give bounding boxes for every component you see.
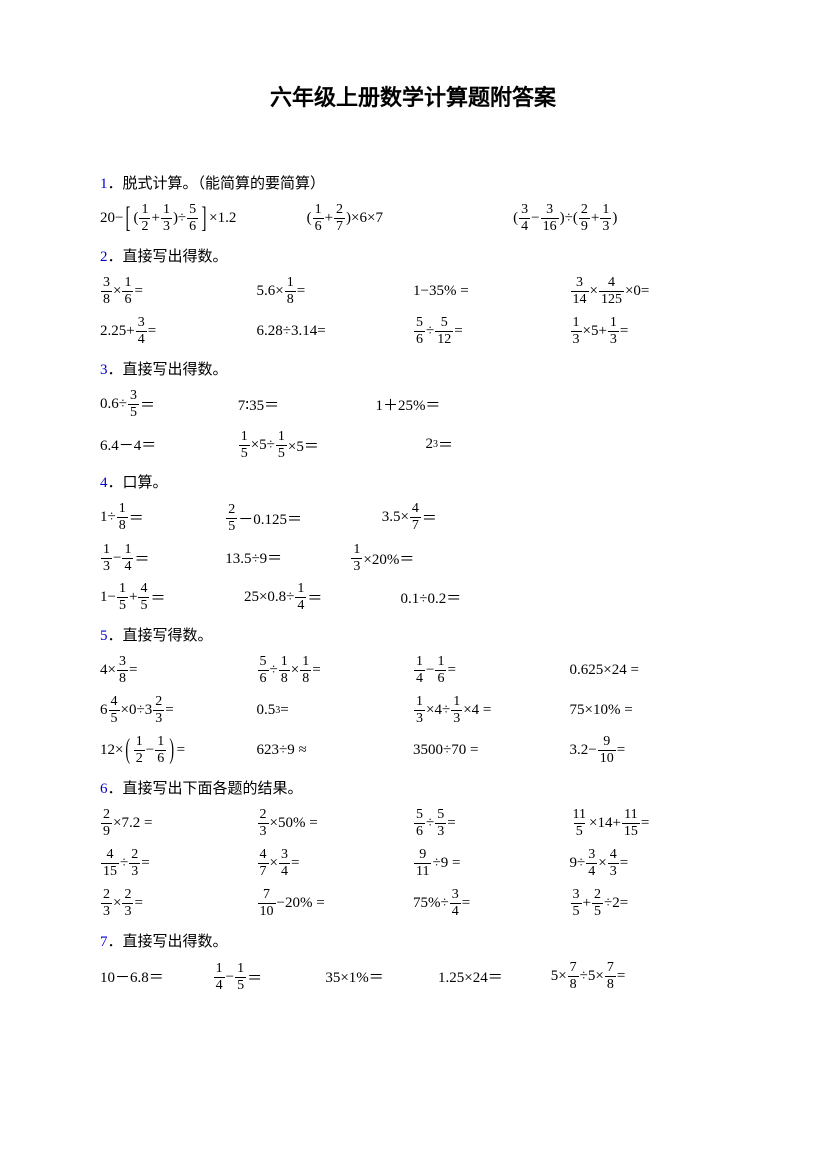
q1-row: 20−[(12+13)÷56]×1.2 (16+27)×6×7 (34−316)… xyxy=(100,201,726,235)
q2-row1: 38×16= 5.6×18= 1−35% = 314×4125×0= xyxy=(100,274,726,308)
q7-text: 7．直接写出得数。 xyxy=(100,930,726,951)
q2-row2: 2.25+34= 6.28÷3.14= 56÷512= 13×5+13= xyxy=(100,314,726,348)
q3-row2: 6.4－4＝ 15×5÷15×5＝ 23＝ xyxy=(100,427,726,461)
q7-row: 10－6.8＝ 14−15＝ 35×1%＝ 1.25×24＝ 5×78÷5×78… xyxy=(100,959,726,993)
q2-text: 2．直接写出得数。 xyxy=(100,245,726,266)
q3-row1: 0.6÷35＝ 7∶35＝ 1＋25%＝ xyxy=(100,387,726,421)
q5-row2: 645×0÷323= 0.53 = 13×4÷13×4 = 75×10% = xyxy=(100,693,726,727)
page-title: 六年级上册数学计算题附答案 xyxy=(100,80,726,112)
q4-row3: 1−15+45＝ 25×0.8÷14＝ 0.1÷0.2＝ xyxy=(100,580,726,614)
q6-row2: 415÷23= 47×34= 911÷9 = 9÷34×43= xyxy=(100,846,726,880)
q6-text: 6．直接写出下面各题的结果。 xyxy=(100,777,726,798)
q5-row1: 4×38= 56÷18×18= 14−16= 0.625×24 = xyxy=(100,653,726,687)
q5-row3: 12×(12−16)= 623÷9 ≈ 3500÷70 = 3.2−910= xyxy=(100,733,726,767)
q4-row2: 13−14＝ 13.5÷9＝ 13×20%＝ xyxy=(100,540,726,574)
q4-row1: 1÷18＝ 25－0.125＝ 3.5×47＝ xyxy=(100,500,726,534)
q1-expr3: (34−316)÷(29+13) xyxy=(513,203,617,234)
q5-text: 5．直接写得数。 xyxy=(100,624,726,645)
q1-expr2: (16+27)×6×7 xyxy=(307,203,383,234)
q3-text: 3．直接写出得数。 xyxy=(100,358,726,379)
q1-expr1: 20−[(12+13)÷56]×1.2 xyxy=(100,203,236,234)
q4-text: 4．口算。 xyxy=(100,471,726,492)
q1-text: 1．脱式计算。（能简算的要简算） xyxy=(100,172,726,193)
q6-row3: 23×23= 710−20% = 75%÷34= 35+25÷2= xyxy=(100,886,726,920)
q6-row1: 29×7.2 = 23×50% = 56÷53= 115×14+1115= xyxy=(100,806,726,840)
